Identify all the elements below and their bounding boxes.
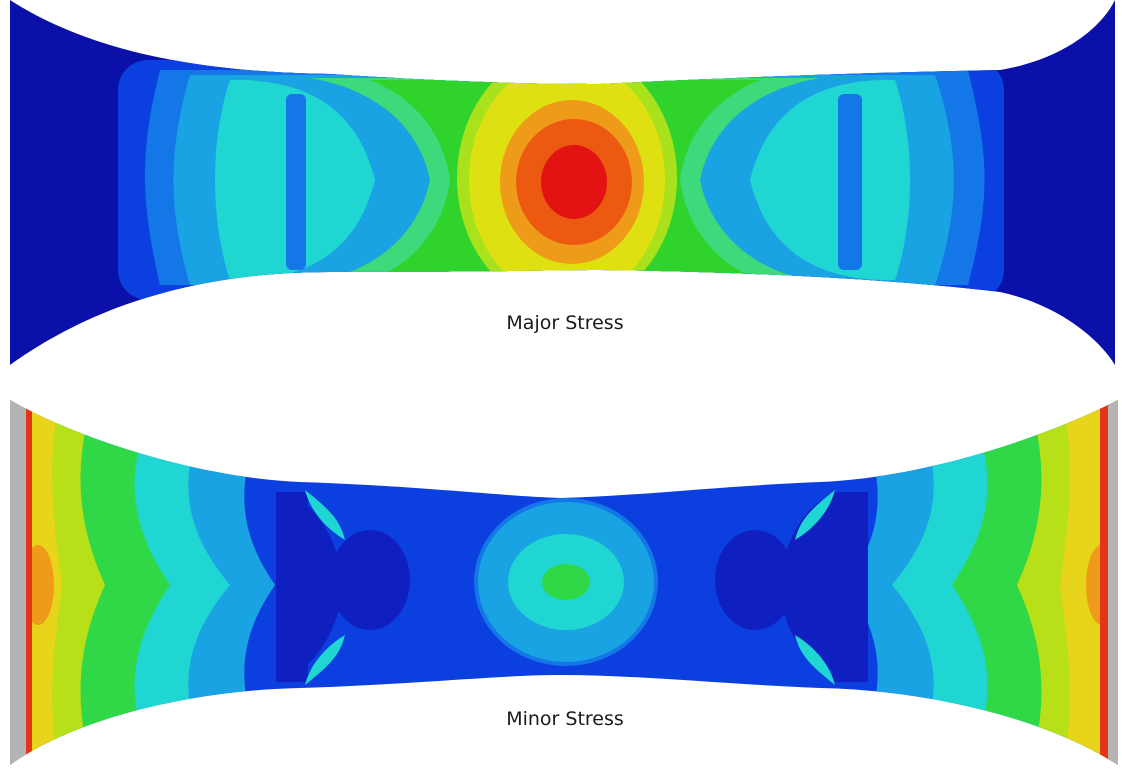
minor-right-red-edge — [1100, 400, 1109, 765]
major-band-red — [541, 145, 607, 219]
major-slot-left — [286, 94, 306, 270]
minor-slot-left — [276, 492, 308, 682]
minor-stress-caption: Minor Stress — [506, 708, 624, 730]
minor-spike-right-bottom — [795, 635, 835, 685]
major-stress-caption: Major Stress — [506, 312, 624, 334]
minor-left-grey-edge — [10, 400, 26, 765]
minor-dark-right — [777, 500, 842, 670]
major-band-cyan-right — [750, 79, 910, 281]
major-slot-right — [838, 94, 862, 270]
minor-slot-right — [832, 492, 868, 682]
minor-spike-right-top — [795, 490, 835, 540]
minor-spike-left-top — [305, 490, 345, 540]
minor-dark-blob-left — [330, 530, 410, 630]
minor-center-green — [542, 564, 590, 600]
minor-dark-blob-right — [715, 530, 795, 630]
minor-spike-left-bottom — [305, 635, 345, 685]
minor-right-grey-edge — [1108, 400, 1118, 765]
major-stress-contour — [10, 0, 1115, 365]
minor-left-red-edge — [24, 400, 32, 765]
